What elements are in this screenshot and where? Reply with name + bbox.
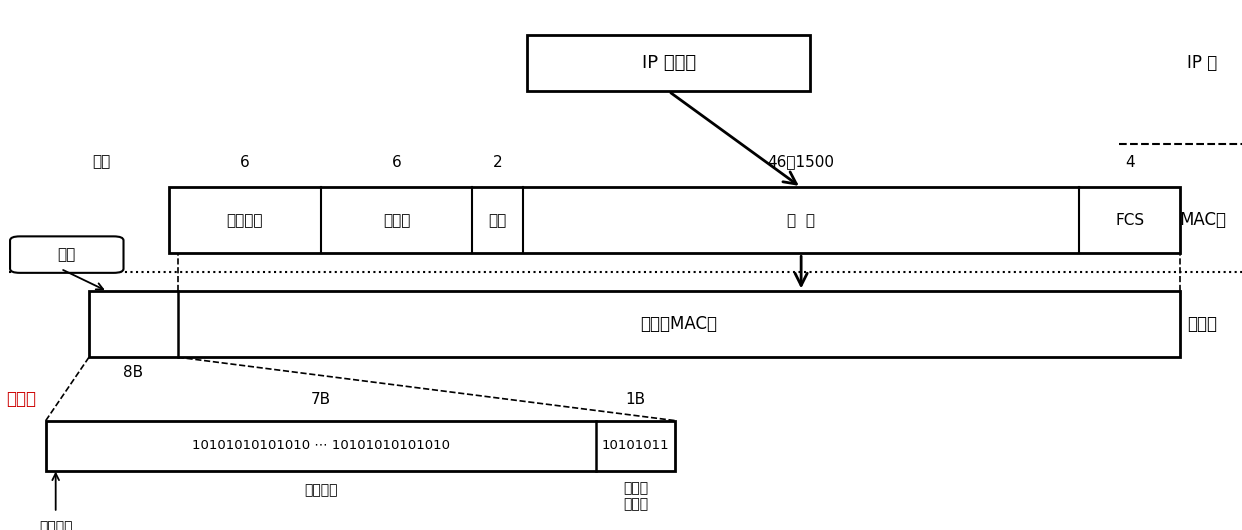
Text: 类型: 类型 bbox=[488, 213, 507, 228]
Text: 10101011: 10101011 bbox=[601, 439, 669, 453]
FancyBboxPatch shape bbox=[10, 236, 123, 273]
Text: 6: 6 bbox=[391, 155, 401, 170]
Text: 4: 4 bbox=[1125, 155, 1135, 170]
Bar bbox=[89, 292, 1180, 357]
Bar bbox=[46, 420, 674, 471]
Bar bbox=[527, 36, 810, 91]
Text: IP 数据报: IP 数据报 bbox=[642, 55, 696, 72]
Text: 发送在前: 发送在前 bbox=[39, 520, 72, 530]
Text: FCS: FCS bbox=[1115, 213, 1144, 228]
Text: 数  据: 数 据 bbox=[787, 213, 815, 228]
Text: 1B: 1B bbox=[626, 392, 646, 407]
Text: 字节: 字节 bbox=[92, 155, 111, 170]
Text: 6: 6 bbox=[240, 155, 250, 170]
Text: 前同步码: 前同步码 bbox=[304, 483, 338, 498]
Text: 物理层: 物理层 bbox=[1187, 315, 1217, 333]
Text: MAC层: MAC层 bbox=[1179, 211, 1226, 229]
Text: 目的地址: 目的地址 bbox=[227, 213, 263, 228]
Text: 前导码: 前导码 bbox=[6, 390, 36, 408]
Text: 7B: 7B bbox=[310, 392, 332, 407]
Text: 46～1500: 46～1500 bbox=[768, 155, 835, 170]
Text: 8B: 8B bbox=[123, 365, 143, 380]
Text: 源地址: 源地址 bbox=[383, 213, 410, 228]
Text: IP 层: IP 层 bbox=[1187, 55, 1217, 72]
Text: 10101010101010 ⋯ 10101010101010: 10101010101010 ⋯ 10101010101010 bbox=[193, 439, 450, 453]
Text: 插入: 插入 bbox=[57, 247, 76, 262]
Bar bbox=[169, 188, 1180, 253]
Text: 以太网MAC帧: 以太网MAC帧 bbox=[641, 315, 718, 333]
Text: 2: 2 bbox=[493, 155, 503, 170]
Text: 帧开始
定界符: 帧开始 定界符 bbox=[623, 481, 648, 511]
